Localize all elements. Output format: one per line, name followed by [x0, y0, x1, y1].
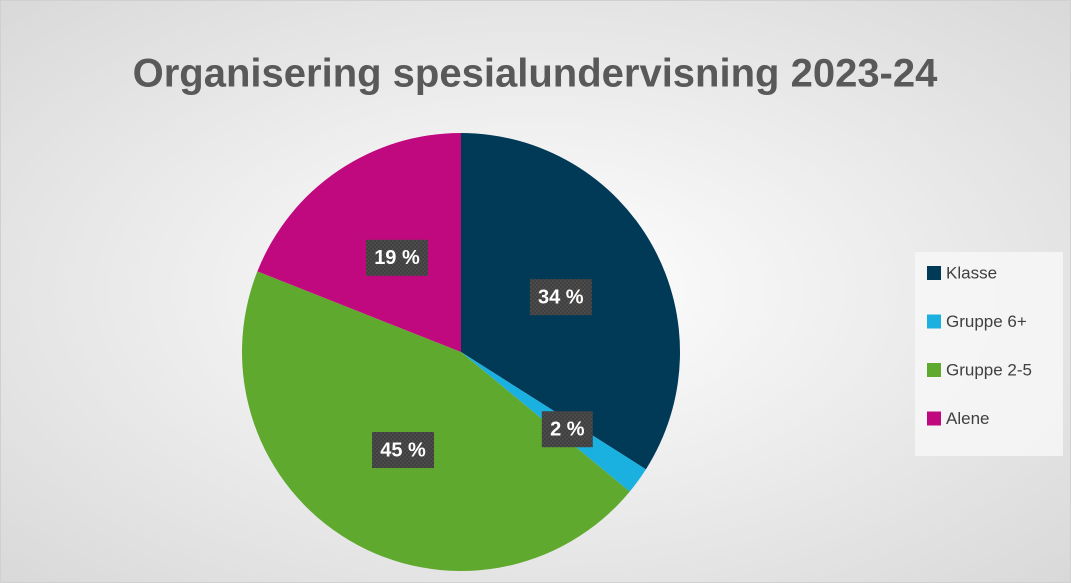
pie-slice — [257, 133, 461, 352]
legend-swatch — [927, 314, 941, 329]
legend-label: Gruppe 6+ — [946, 312, 1027, 331]
data-label-box — [372, 432, 435, 469]
legend-label: Gruppe 2-5 — [946, 360, 1032, 379]
data-label: 45 % — [380, 439, 426, 461]
legend-label: Klasse — [946, 263, 997, 282]
data-label-box — [541, 411, 593, 448]
data-label-box — [365, 239, 428, 276]
legend-label: Alene — [946, 409, 989, 428]
chart-title: Organisering spesialundervisning 2023-24 — [133, 52, 939, 96]
data-label: 34 % — [538, 286, 584, 308]
legend-swatch — [927, 363, 941, 377]
pie-slice — [242, 271, 630, 571]
legend-swatch — [927, 411, 941, 426]
data-label-box — [529, 279, 592, 316]
data-label: 2 % — [550, 419, 585, 441]
legend-swatch — [927, 266, 941, 280]
data-label: 19 % — [374, 247, 420, 269]
